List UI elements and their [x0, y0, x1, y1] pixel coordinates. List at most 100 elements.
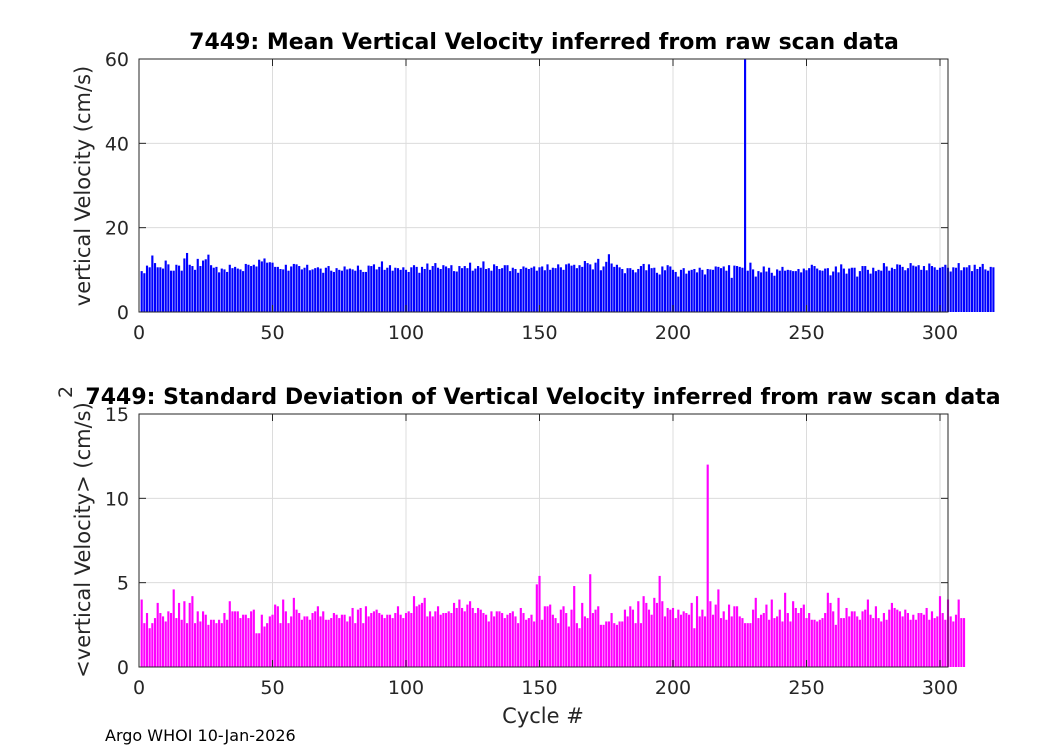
- std-velocity-bar: [567, 626, 570, 667]
- std-velocity-bar: [901, 616, 904, 667]
- std-velocity-bar: [292, 597, 295, 667]
- mean-velocity-bar: [989, 266, 992, 312]
- mean-velocity-bar: [690, 269, 693, 312]
- std-velocity-bar: [559, 609, 562, 667]
- mean-velocity-bar: [882, 263, 885, 312]
- mean-velocity-bar: [602, 266, 605, 312]
- mean-velocity-bar: [244, 263, 247, 312]
- mean-velocity-bar: [770, 272, 773, 312]
- std-velocity-bar: [719, 618, 723, 667]
- mean-velocity-bar: [960, 270, 963, 312]
- std-velocity-bar: [428, 611, 432, 667]
- mean-velocity-bar: [364, 271, 368, 312]
- std-velocity-bar: [920, 613, 923, 667]
- mean-velocity-bar: [434, 263, 437, 312]
- mean-velocity-bar: [565, 264, 568, 312]
- std-velocity-bar: [941, 613, 944, 667]
- mean-velocity-bar: [169, 270, 173, 312]
- mean-velocity-bar: [810, 264, 813, 312]
- mean-velocity-bar: [394, 267, 397, 312]
- mean-velocity-bar: [196, 258, 199, 312]
- std-velocity-bar: [442, 613, 445, 667]
- std-velocity-grid: [138, 413, 948, 668]
- std-velocity-bar: [874, 606, 877, 667]
- mean-velocity-bar: [511, 267, 514, 312]
- mean-velocity-bar: [274, 266, 277, 312]
- std-velocity-bar: [511, 611, 514, 667]
- mean-velocity-bar: [276, 266, 279, 312]
- mean-velocity-bar: [567, 263, 570, 312]
- mean-velocity-bar: [858, 271, 861, 312]
- std-velocity-bar: [423, 597, 426, 667]
- std-velocity-bar: [562, 606, 565, 667]
- mean-velocity-bar: [479, 267, 482, 312]
- std-velocity-bar: [944, 619, 947, 667]
- mean-velocity-bar: [679, 269, 683, 312]
- std-velocity-bar: [639, 623, 643, 667]
- std-velocity-bar: [212, 619, 215, 667]
- std-velocity-bar: [717, 589, 720, 667]
- std-velocity-bar: [671, 607, 675, 667]
- mean-velocity-bar: [920, 269, 923, 312]
- std-velocity-bar: [570, 609, 573, 667]
- mean-velocity-bar: [954, 267, 958, 312]
- std-velocity-bar: [677, 609, 680, 667]
- std-velocity-bar: [420, 602, 424, 667]
- std-velocity-bar: [351, 607, 354, 667]
- mean-velocity-bar: [738, 266, 741, 312]
- std-velocity-bar: [621, 621, 624, 667]
- std-velocity-bar: [962, 618, 966, 667]
- std-velocity-bar: [829, 602, 832, 667]
- mean-velocity-bar: [906, 268, 910, 312]
- mean-velocity-bar: [898, 264, 902, 312]
- mean-velocity-bar: [327, 266, 330, 312]
- std-velocity-bar: [599, 624, 602, 667]
- std-velocity-bar: [498, 611, 501, 667]
- std-velocity-bar: [816, 621, 819, 667]
- std-velocity-bar: [343, 614, 346, 667]
- mean-velocity-bar: [498, 268, 501, 312]
- std-velocity-bar: [156, 602, 159, 667]
- mean-velocity-title: 7449: Mean Vertical Velocity inferred fr…: [189, 30, 899, 55]
- std-velocity-bar: [583, 616, 586, 667]
- std-velocity-bar: [722, 611, 725, 667]
- std-velocity-bar: [669, 609, 672, 667]
- mean-velocity-bar: [140, 271, 143, 312]
- mean-velocity-y-axis-label: vertical Velocity (cm/s): [71, 66, 95, 306]
- mean-velocity-bar: [185, 252, 189, 312]
- mean-velocity-bar: [236, 268, 239, 312]
- std-velocity-x-tick-label: 200: [655, 677, 691, 699]
- mean-velocity-bar: [607, 254, 610, 312]
- mean-velocity-x-tick-label: 250: [788, 322, 824, 344]
- mean-velocity-bar: [655, 272, 659, 312]
- std-velocity-bar: [746, 623, 749, 667]
- mean-velocity-bar: [722, 266, 725, 312]
- std-velocity-bar: [826, 592, 829, 667]
- std-velocity-bar: [287, 623, 290, 667]
- std-velocity-bar: [258, 633, 261, 667]
- mean-velocity-bar: [212, 267, 215, 312]
- mean-velocity-bar: [554, 268, 557, 312]
- std-velocity-bar: [781, 621, 784, 667]
- std-velocity-bar: [797, 613, 800, 667]
- mean-velocity-bar: [805, 270, 808, 312]
- std-velocity-bar: [415, 606, 418, 667]
- mean-velocity-bar: [450, 265, 453, 312]
- std-velocity-bar: [866, 599, 869, 667]
- std-velocity-bar: [159, 613, 162, 667]
- mean-velocity-bar: [837, 272, 840, 312]
- mean-velocity-bar: [930, 266, 934, 312]
- mean-velocity-x-tick-label: 150: [521, 322, 557, 344]
- mean-velocity-bar: [733, 265, 736, 312]
- std-velocity-bar: [818, 619, 821, 667]
- std-velocity-bar: [194, 623, 197, 667]
- std-velocity-bar: [674, 618, 677, 667]
- mean-velocity-bar: [776, 269, 779, 312]
- mean-velocity-bar: [949, 271, 952, 312]
- std-velocity-bar: [263, 626, 266, 667]
- std-velocity-bar: [348, 616, 351, 667]
- std-velocity-bar: [148, 628, 151, 667]
- mean-velocity-bar: [279, 268, 282, 312]
- mean-velocity-bar: [525, 267, 528, 312]
- std-velocity-x-tick-label: 50: [260, 677, 284, 699]
